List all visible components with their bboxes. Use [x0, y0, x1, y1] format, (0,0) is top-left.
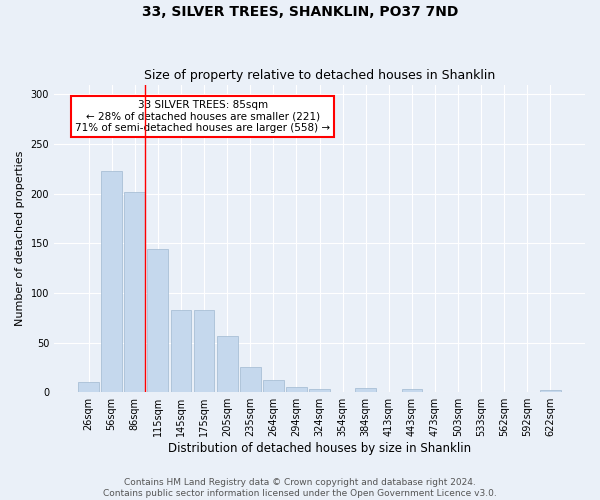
- Text: 33, SILVER TREES, SHANKLIN, PO37 7ND: 33, SILVER TREES, SHANKLIN, PO37 7ND: [142, 5, 458, 19]
- Bar: [101, 171, 122, 392]
- Title: Size of property relative to detached houses in Shanklin: Size of property relative to detached ho…: [144, 69, 495, 82]
- Bar: [78, 382, 99, 392]
- Bar: [309, 389, 330, 392]
- X-axis label: Distribution of detached houses by size in Shanklin: Distribution of detached houses by size …: [168, 442, 471, 455]
- Y-axis label: Number of detached properties: Number of detached properties: [15, 150, 25, 326]
- Bar: [540, 390, 561, 392]
- Bar: [148, 250, 168, 392]
- Bar: [240, 368, 260, 392]
- Bar: [355, 388, 376, 392]
- Bar: [170, 310, 191, 392]
- Text: Contains HM Land Registry data © Crown copyright and database right 2024.
Contai: Contains HM Land Registry data © Crown c…: [103, 478, 497, 498]
- Text: 33 SILVER TREES: 85sqm
← 28% of detached houses are smaller (221)
71% of semi-de: 33 SILVER TREES: 85sqm ← 28% of detached…: [75, 100, 330, 133]
- Bar: [194, 310, 214, 392]
- Bar: [263, 380, 284, 392]
- Bar: [124, 192, 145, 392]
- Bar: [401, 389, 422, 392]
- Bar: [217, 336, 238, 392]
- Bar: [286, 387, 307, 392]
